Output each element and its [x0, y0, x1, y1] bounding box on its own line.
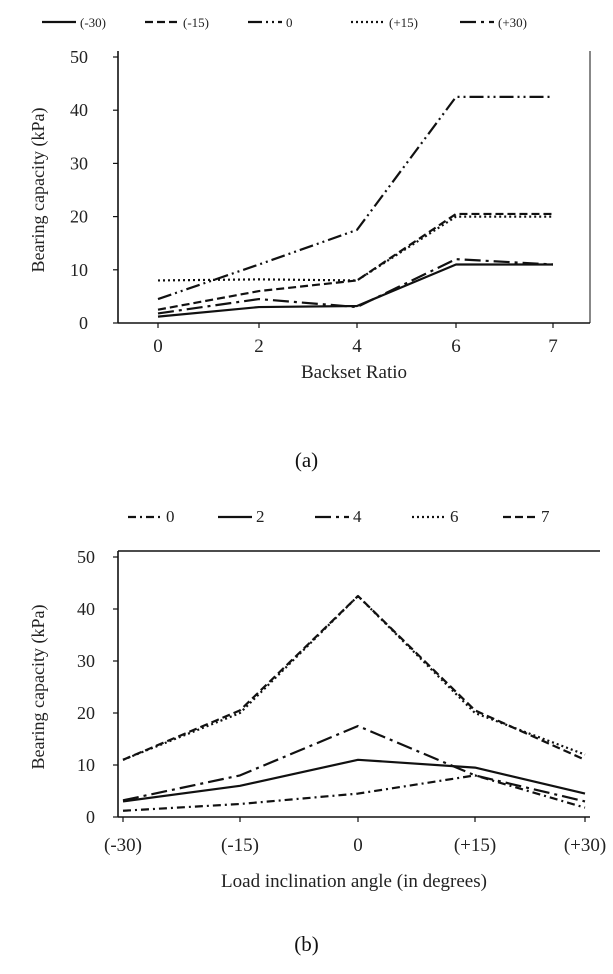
legend-label-2: 4	[353, 507, 362, 526]
y-tick-label-0: 0	[86, 807, 95, 827]
x-tick-label-4: (+30)	[564, 835, 606, 856]
legend-label-3: 6	[450, 507, 459, 526]
x-axis-label: Backset Ratio	[301, 362, 407, 383]
series-line-0	[122, 774, 586, 812]
series-line-2	[157, 95, 553, 301]
legend-label-4: (+30)	[498, 15, 527, 30]
x-tick-label-3: 6	[451, 336, 461, 357]
series-line-0	[157, 263, 553, 318]
x-tick-label-2: 0	[353, 835, 363, 856]
y-axis-label: Bearing capacity (kPa)	[28, 605, 49, 770]
series-line-2	[122, 724, 586, 803]
chart-b: 0 2 4 6 7 0 10 20 30 40 50 (-30) (-15) 0 (+15) (+30) Loa…	[28, 507, 606, 892]
y-tick-label-0: 0	[79, 313, 88, 333]
x-tick-label-1: 2	[254, 336, 264, 357]
y-tick-label-4: 40	[70, 100, 88, 120]
caption-b: (b)	[294, 932, 319, 956]
y-tick-label-2: 20	[70, 207, 88, 227]
x-tick-label-4: 7	[548, 336, 558, 357]
y-tick-label-1: 10	[77, 755, 95, 775]
x-tick-label-1: (-15)	[221, 835, 259, 856]
x-tick-label-3: (+15)	[454, 835, 496, 856]
legend-label-1: 2	[256, 507, 265, 526]
legend-label-2: 0	[286, 15, 293, 30]
y-tick-label-4: 40	[77, 599, 95, 619]
legend-label-0: 0	[166, 507, 175, 526]
y-tick-label-3: 30	[77, 651, 95, 671]
series-line-1	[122, 758, 586, 803]
y-tick-label-3: 30	[70, 153, 88, 173]
x-axis-label: Load inclination angle (in degrees)	[221, 871, 487, 892]
y-tick-label-5: 50	[77, 547, 95, 567]
series-line-1	[157, 212, 553, 311]
legend-label-3: (+15)	[389, 15, 418, 30]
series-line-4	[157, 258, 554, 315]
legend-label-1: (-15)	[183, 15, 209, 30]
series-line-4	[122, 594, 586, 761]
caption-a: (a)	[294, 448, 319, 472]
x-tick-label-0: 0	[153, 336, 163, 357]
legend-label-4: 7	[541, 507, 550, 526]
x-tick-label-2: 4	[352, 336, 362, 357]
series-line-3	[122, 594, 586, 761]
y-tick-label-1: 10	[70, 260, 88, 280]
y-tick-label-2: 20	[77, 703, 95, 723]
y-tick-label-5: 50	[70, 47, 88, 67]
y-axis-label: Bearing capacity (kPa)	[28, 108, 49, 273]
legend-label-0: (-30)	[80, 15, 106, 30]
x-tick-label-0: (-30)	[104, 835, 142, 856]
chart-a: (-30) (-15) 0 (+15) (+30) 0 10 20 30 40 50 0 2 4 6 7 Bac…	[28, 15, 591, 383]
series-line-3	[157, 215, 553, 282]
